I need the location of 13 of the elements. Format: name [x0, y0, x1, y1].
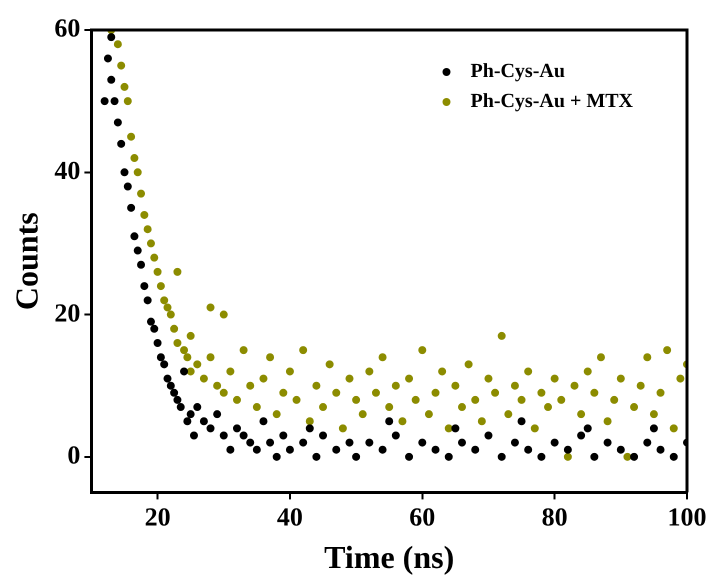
y-tick-label: 40	[54, 156, 80, 185]
y-tick-label: 0	[67, 440, 80, 470]
x-tick-label: 80	[542, 502, 568, 532]
legend-label: Ph-Cys-Au + MTX	[470, 90, 634, 112]
legend-label: Ph-Cys-Au	[470, 60, 565, 82]
x-tick-label: 60	[409, 502, 436, 532]
x-tick-label: 40	[276, 502, 303, 532]
x-tick-label: 100	[668, 502, 706, 532]
y-tick-label: 60	[54, 14, 80, 43]
x-tick-label: 20	[144, 502, 171, 532]
y-axis-title: Counts	[8, 212, 44, 310]
x-axis-title: Time (ns)	[324, 539, 454, 576]
y-tick-label: 20	[54, 298, 80, 328]
